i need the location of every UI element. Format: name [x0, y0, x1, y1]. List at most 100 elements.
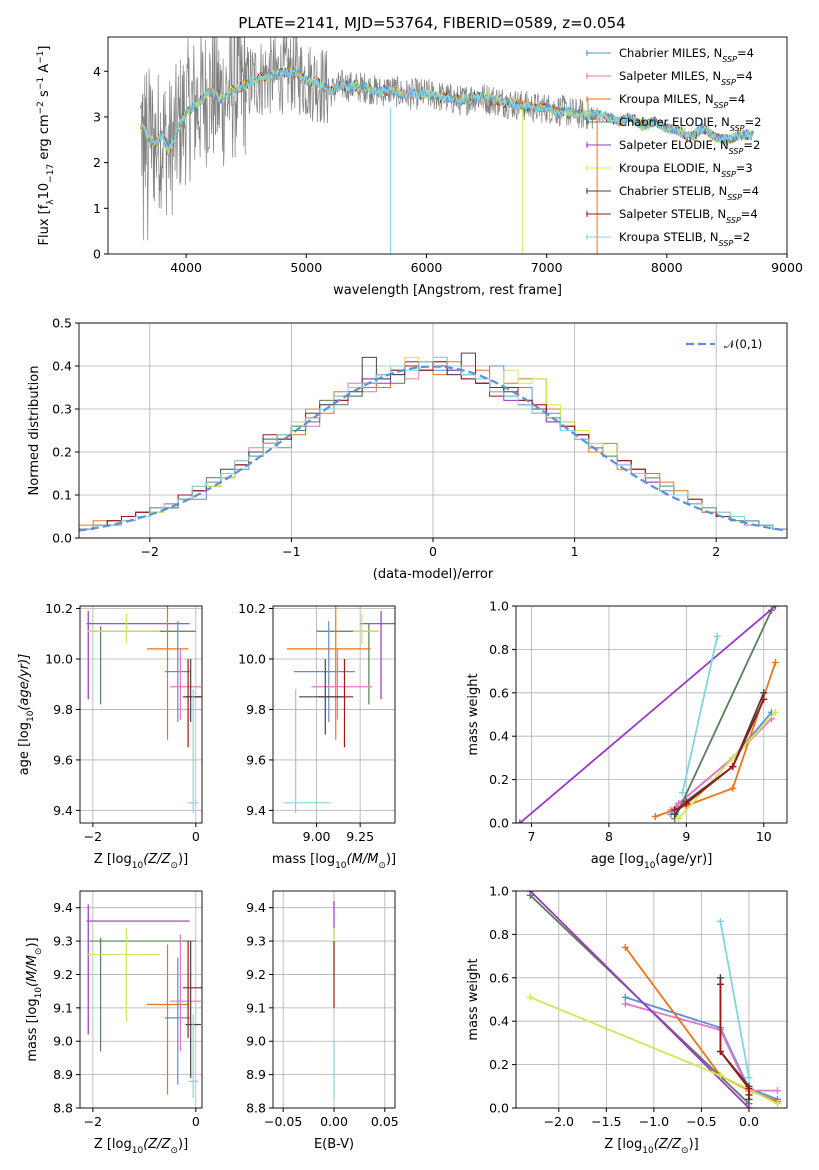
- age-vs-mass-panel: 9.00 9.25 9.4 9.6 9.8 10.0 10.2 mass [log10(M/M…: [238, 601, 396, 871]
- legend-label-n: =2: [745, 115, 762, 129]
- weight-series-line: [674, 698, 765, 811]
- y-tick-label: 0.6: [489, 970, 509, 985]
- residual-panel: −2 −1 0 1 2 0.0 0.1 0.2 0.3 0.4 0.5 (data-model)/er…: [27, 316, 788, 582]
- errorbar-area: [283, 606, 395, 813]
- weight-point-marker: [745, 1074, 753, 1082]
- x-tick-label: 0.05: [371, 1114, 399, 1129]
- y-axis-label-part: A: [37, 64, 52, 77]
- legend-label-text: Salpeter STELIB, N: [619, 207, 726, 221]
- x-axis-label: (data-model)/error: [373, 567, 494, 582]
- legend-label-text: Kroupa ELODIE, N: [619, 161, 721, 175]
- weight-point-marker: [621, 1000, 629, 1008]
- y-axis-label-part: λ: [46, 199, 56, 205]
- axes-frame: [515, 890, 788, 1109]
- weight-point-marker: [713, 632, 721, 640]
- y-tick-label: 8.9: [53, 1067, 73, 1082]
- legend-label-sub: SSP: [722, 55, 737, 64]
- x-tick-label: −0.5: [686, 1114, 716, 1129]
- weight-point-marker: [716, 980, 724, 988]
- y-axis-label-part: 10: [37, 183, 52, 200]
- y-tick-label: 9.6: [246, 752, 266, 767]
- y-tick-label: 9.4: [246, 900, 266, 915]
- x-axis-label-part: (Z/Z: [143, 1137, 171, 1152]
- y-tick-label: 0.1: [52, 488, 72, 503]
- x-tick-label: −2.0: [544, 1114, 574, 1129]
- legend-label: Salpeter ELODIE, NSSP=2: [619, 138, 760, 156]
- y-tick-label: 9.2: [246, 967, 266, 982]
- x-tick-label: −2: [141, 544, 159, 559]
- y-axis-label: mass [log10(M/M⊙)]: [25, 937, 44, 1061]
- y-tick-label: 0: [93, 247, 101, 262]
- weight-point-marker: [760, 695, 768, 703]
- mass-vs-ebv-panel: −0.05 0.00 0.05 8.8 8.9 9.0 9.1 9.2 9.3 9.4 E(B-V): [246, 890, 399, 1152]
- y-axis-label: mass weight: [466, 673, 481, 755]
- x-axis-label-part: ⊙: [170, 1146, 178, 1156]
- y-tick-label: 8.8: [53, 1101, 73, 1116]
- legend-label-sub: SSP: [721, 78, 736, 87]
- x-axis-label: Z [log10(Z/Z⊙)]: [604, 1137, 698, 1156]
- x-tick-label: −1: [282, 544, 300, 559]
- legend-label-n: =4: [736, 69, 753, 83]
- line-area: [526, 891, 781, 1108]
- x-axis-label: mass [log10(M/M⊙)]: [272, 852, 396, 871]
- y-tick-label: 9.4: [53, 803, 73, 818]
- chart-title: PLATE=2141, MJD=53764, FIBERID=0589, z=0…: [238, 14, 625, 32]
- legend-label: Chabrier ELODIE, NSSP=2: [619, 115, 761, 133]
- legend-label-sub: SSP: [721, 170, 736, 179]
- x-tick-label: 1: [571, 544, 579, 559]
- legend-label-n: =3: [736, 161, 753, 175]
- legend-label-n: =4: [737, 46, 754, 60]
- y-tick-label: 4: [93, 64, 101, 79]
- x-tick-label: −2: [84, 829, 102, 844]
- y-axis-label: mass weight: [466, 958, 481, 1040]
- weight-series-line: [719, 921, 750, 1078]
- x-axis-label-part: 10: [644, 861, 656, 871]
- line-area: [516, 606, 779, 823]
- legend-label: Kroupa MILES, NSSP=4: [619, 92, 745, 110]
- y-tick-label: 8.9: [246, 1067, 266, 1082]
- x-tick-label: 0: [429, 544, 437, 559]
- weight-point-marker: [760, 689, 768, 697]
- y-tick-label: 10.0: [238, 651, 266, 666]
- weight-point-marker: [651, 812, 659, 820]
- legend-label-sub: SSP: [719, 239, 734, 248]
- x-axis-label-part: 10: [642, 1146, 654, 1156]
- x-axis-label: E(B-V): [314, 1137, 354, 1152]
- weight-point-marker: [771, 606, 779, 610]
- x-axis-label-part: )]: [386, 852, 396, 867]
- y-tick-label: 0.6: [489, 685, 509, 700]
- legend-label-text: Kroupa STELIB, N: [619, 230, 719, 244]
- y-axis-label-part: Flux [f: [37, 204, 52, 245]
- weight-point-marker: [716, 917, 724, 925]
- y-axis-label-part: −17: [46, 164, 56, 183]
- x-tick-label: 0: [192, 829, 200, 844]
- x-axis-label-part: 10: [335, 861, 347, 871]
- legend-label-n: =2: [743, 138, 760, 152]
- spectrum-plot-area: [139, 37, 754, 254]
- legend-label-text: Chabrier ELODIE, N: [619, 115, 730, 129]
- x-tick-label: 0.00: [320, 1114, 348, 1129]
- y-tick-label: 9.2: [53, 967, 73, 982]
- x-tick-label: 9: [682, 829, 690, 844]
- x-tick-label: 0: [192, 1114, 200, 1129]
- y-tick-label: 0.0: [489, 816, 509, 831]
- x-axis-label-part: ⊙: [170, 861, 178, 871]
- x-axis-label-part: )]: [178, 1137, 188, 1152]
- weight-point-marker: [716, 1071, 724, 1079]
- legend-label-sub: SSP: [727, 193, 742, 202]
- y-tick-label: 9.3: [246, 934, 266, 949]
- x-axis-label-part: 10: [132, 861, 144, 871]
- y-tick-label: 9.3: [53, 934, 73, 949]
- y-axis-label-part: −1: [36, 77, 46, 90]
- weight-point-marker: [729, 754, 737, 762]
- x-axis-label-part: ⊙: [378, 861, 386, 871]
- legend-label: Chabrier STELIB, NSSP=4: [619, 184, 759, 202]
- legend-label-text: Chabrier MILES, N: [619, 46, 722, 60]
- weight-point-marker: [729, 784, 737, 792]
- y-tick-label: 0.2: [489, 772, 509, 787]
- x-tick-label: 10: [756, 829, 772, 844]
- y-tick-label: 0.3: [52, 402, 72, 417]
- x-axis-label-part: Z [log: [604, 1137, 642, 1152]
- y-tick-label: 1.0: [489, 599, 509, 614]
- x-axis-label-part: (Z/Z: [143, 852, 171, 867]
